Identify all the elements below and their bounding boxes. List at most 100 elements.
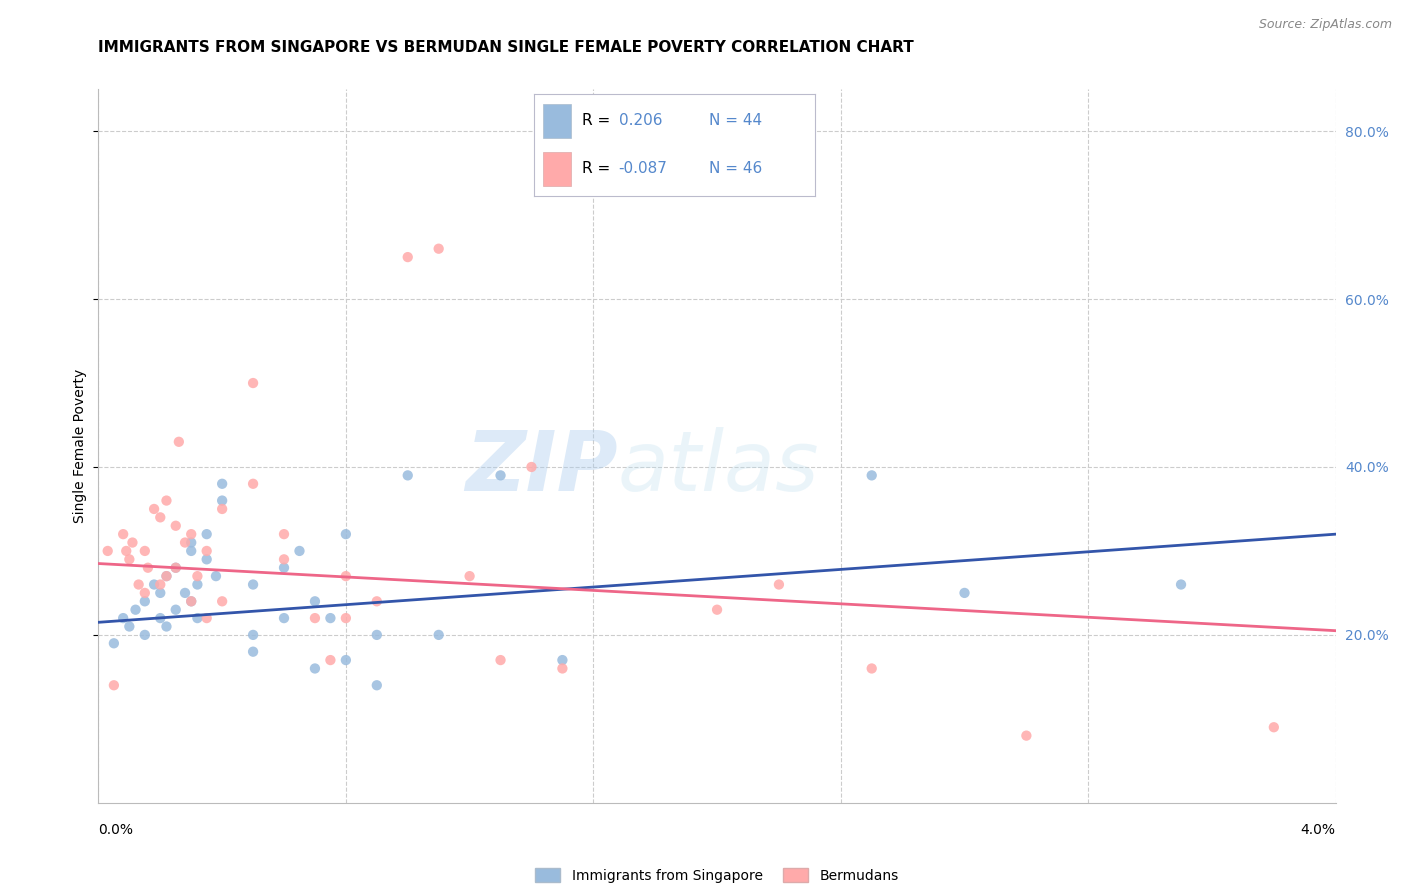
Point <box>335 611 357 625</box>
Point <box>136 560 159 574</box>
Point <box>288 544 311 558</box>
Point <box>134 586 156 600</box>
Point <box>860 468 883 483</box>
Point <box>205 569 228 583</box>
Point <box>165 518 187 533</box>
Point <box>396 250 419 264</box>
Point <box>366 628 388 642</box>
Point <box>134 594 156 608</box>
Point <box>427 628 450 642</box>
Legend: Immigrants from Singapore, Bermudans: Immigrants from Singapore, Bermudans <box>530 863 904 888</box>
Point <box>273 560 295 574</box>
Point <box>167 434 190 449</box>
Text: ZIP: ZIP <box>465 427 619 508</box>
Point <box>211 502 233 516</box>
Point <box>427 242 450 256</box>
Text: 0.0%: 0.0% <box>98 823 134 837</box>
Text: R =: R = <box>582 112 616 128</box>
Point <box>319 611 342 625</box>
Bar <box>543 104 571 137</box>
Point <box>149 577 172 591</box>
Point <box>115 544 138 558</box>
Point <box>489 653 512 667</box>
Point <box>118 619 141 633</box>
Point <box>174 535 197 549</box>
Point <box>143 502 166 516</box>
Point <box>860 661 883 675</box>
Point <box>768 577 790 591</box>
Point <box>174 586 197 600</box>
Point <box>165 560 187 574</box>
Point <box>242 645 264 659</box>
Point <box>118 552 141 566</box>
Point <box>165 560 187 574</box>
Point <box>1263 720 1285 734</box>
Text: -0.087: -0.087 <box>619 161 668 176</box>
Point <box>186 611 208 625</box>
Point <box>706 603 728 617</box>
Point <box>112 527 135 541</box>
Point <box>273 552 295 566</box>
Point <box>242 376 264 390</box>
Point <box>128 577 150 591</box>
Point <box>103 636 125 650</box>
Point <box>242 628 264 642</box>
Point <box>149 510 172 524</box>
Point <box>211 493 233 508</box>
Point <box>335 569 357 583</box>
Point <box>124 603 146 617</box>
Point <box>143 577 166 591</box>
Point <box>97 544 120 558</box>
Bar <box>543 153 571 186</box>
Text: N = 46: N = 46 <box>709 161 762 176</box>
Point <box>121 535 143 549</box>
Point <box>953 586 976 600</box>
Point <box>520 460 543 475</box>
Point <box>366 594 388 608</box>
Point <box>165 603 187 617</box>
Text: 0.206: 0.206 <box>619 112 662 128</box>
Point <box>149 586 172 600</box>
Point <box>273 527 295 541</box>
Point <box>211 476 233 491</box>
Point <box>180 544 202 558</box>
Point <box>273 611 295 625</box>
Point <box>396 468 419 483</box>
Point <box>335 653 357 667</box>
Point <box>304 611 326 625</box>
Point <box>551 653 574 667</box>
Point <box>1170 577 1192 591</box>
Point <box>319 653 342 667</box>
Point <box>180 535 202 549</box>
Point <box>112 611 135 625</box>
Text: N = 44: N = 44 <box>709 112 762 128</box>
Point <box>211 594 233 608</box>
Y-axis label: Single Female Poverty: Single Female Poverty <box>73 369 87 523</box>
Point <box>103 678 125 692</box>
Point <box>155 493 177 508</box>
Point <box>186 577 208 591</box>
Point <box>335 527 357 541</box>
Point <box>149 611 172 625</box>
Point <box>551 661 574 675</box>
Point <box>304 594 326 608</box>
Point <box>155 619 177 633</box>
Point <box>242 577 264 591</box>
Point <box>195 611 218 625</box>
Text: IMMIGRANTS FROM SINGAPORE VS BERMUDAN SINGLE FEMALE POVERTY CORRELATION CHART: IMMIGRANTS FROM SINGAPORE VS BERMUDAN SI… <box>98 40 914 55</box>
Point <box>155 569 177 583</box>
Point <box>458 569 481 583</box>
Point <box>195 552 218 566</box>
Text: 4.0%: 4.0% <box>1301 823 1336 837</box>
Point <box>195 544 218 558</box>
Point <box>489 468 512 483</box>
Point <box>1015 729 1038 743</box>
Point <box>304 661 326 675</box>
Point <box>195 527 218 541</box>
Text: R =: R = <box>582 161 616 176</box>
Text: Source: ZipAtlas.com: Source: ZipAtlas.com <box>1258 18 1392 31</box>
Point <box>242 476 264 491</box>
Point <box>155 569 177 583</box>
Point <box>180 594 202 608</box>
Point <box>366 678 388 692</box>
